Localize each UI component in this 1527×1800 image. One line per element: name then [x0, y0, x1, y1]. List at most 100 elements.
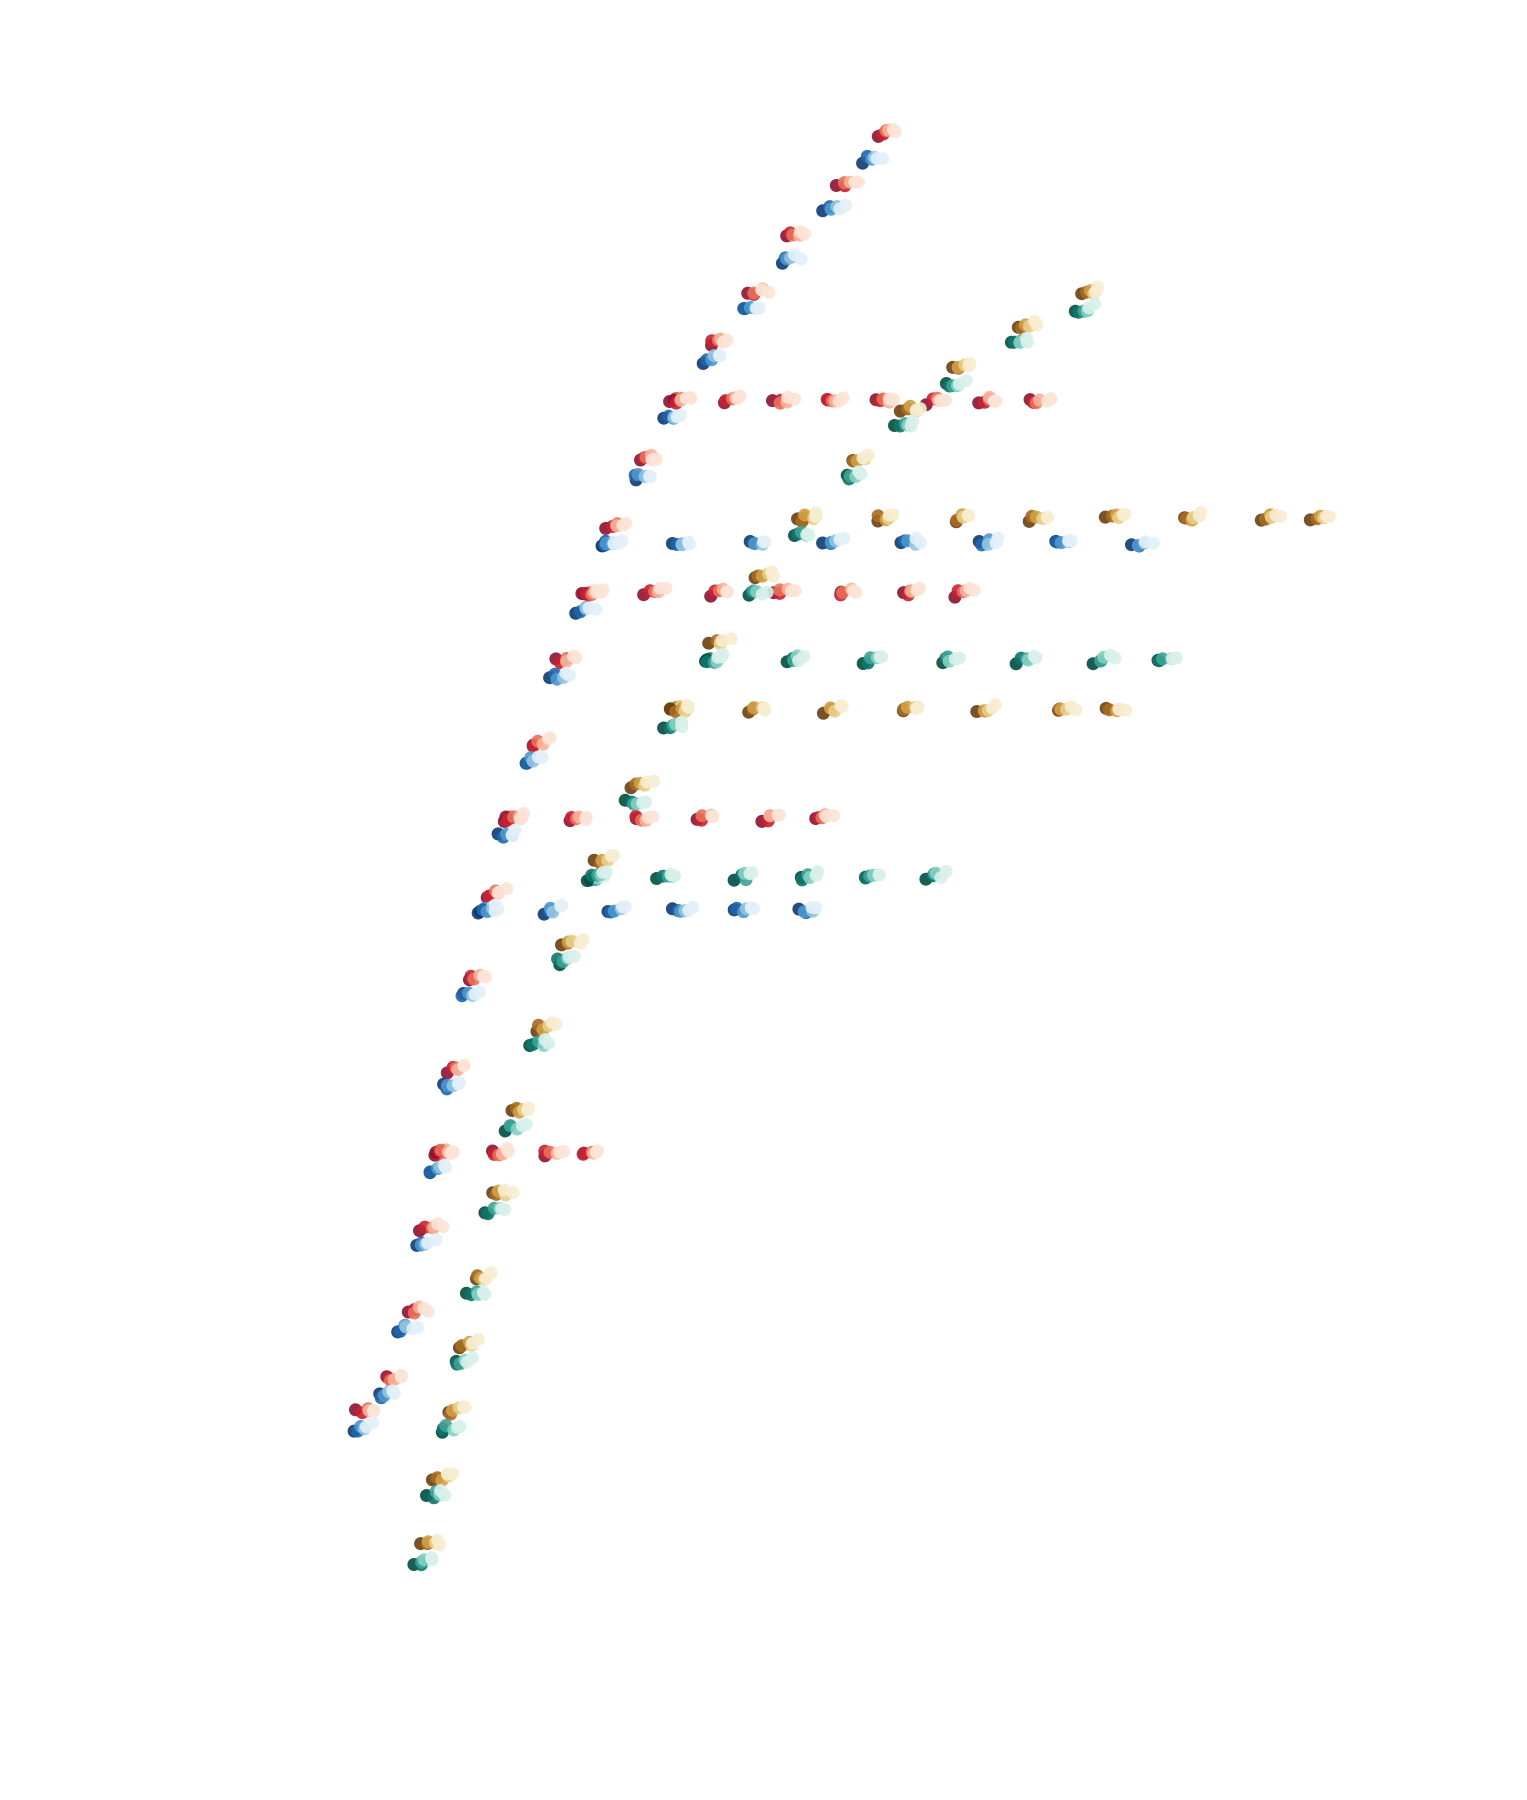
data-point: [876, 152, 890, 165]
data-point: [906, 414, 920, 428]
data-point: [766, 569, 780, 583]
data-point: [706, 810, 720, 824]
data-point: [421, 1304, 435, 1318]
data-point: [887, 393, 901, 407]
data-point: [849, 585, 863, 599]
data-point: [720, 333, 734, 347]
data-point: [488, 898, 502, 912]
data-point: [695, 809, 709, 823]
data-point: [478, 970, 492, 984]
data-point: [988, 698, 1002, 712]
data-point: [500, 882, 514, 896]
data-point: [425, 1553, 439, 1567]
data-point: [646, 810, 660, 824]
data-point: [453, 1076, 466, 1090]
data-point: [872, 868, 886, 882]
data-point: [650, 452, 663, 466]
data-point: [465, 1351, 479, 1365]
data-point: [1069, 703, 1083, 717]
data-point: [827, 809, 841, 823]
data-point: [720, 585, 734, 599]
data-point: [411, 1320, 425, 1334]
data-point: [851, 175, 865, 189]
data-point: [386, 1384, 400, 1398]
data-point: [953, 651, 966, 665]
data-point: [567, 949, 581, 963]
data-point: [913, 402, 927, 416]
data-point: [647, 774, 661, 788]
data-point: [1044, 392, 1058, 406]
data-point: [1119, 703, 1133, 717]
data-point: [644, 470, 657, 483]
data-point: [713, 348, 727, 362]
data-point: [1169, 651, 1183, 665]
data-point: [762, 285, 776, 299]
data-point: [684, 391, 698, 405]
data-point: [1322, 510, 1336, 524]
data-point: [1064, 534, 1078, 548]
data-point: [668, 869, 682, 883]
data-point: [429, 1233, 443, 1247]
data-point: [682, 535, 696, 549]
data-point: [471, 1332, 485, 1346]
data-point: [1030, 318, 1044, 332]
data-point: [439, 1160, 452, 1174]
data-point: [619, 516, 633, 530]
data-point: [680, 699, 694, 713]
data-point: [562, 668, 576, 682]
data-point: [962, 359, 976, 373]
data-point: [758, 703, 772, 717]
data-point: [836, 391, 850, 405]
data-point: [911, 700, 925, 714]
data-point: [501, 1144, 515, 1158]
data-point: [395, 1368, 408, 1382]
data-point: [549, 1017, 563, 1031]
data-point: [445, 1145, 459, 1159]
data-point: [798, 227, 812, 241]
data-point: [715, 650, 729, 664]
data-point: [589, 602, 603, 616]
data-point: [939, 864, 953, 878]
data-point: [473, 985, 486, 999]
data-point: [788, 584, 802, 598]
data-point: [446, 1467, 459, 1481]
data-point: [1029, 651, 1043, 665]
data-point: [837, 531, 851, 545]
data-point: [752, 301, 766, 315]
data-point: [579, 810, 593, 824]
data-point: [431, 1533, 445, 1547]
data-point: [794, 252, 808, 266]
data-point: [745, 866, 759, 880]
data-point: [1146, 536, 1160, 550]
data-point: [458, 1401, 472, 1414]
data-point: [989, 394, 1003, 408]
data-point: [875, 650, 889, 664]
data-point: [939, 393, 953, 407]
data-point: [659, 581, 673, 595]
data-point: [758, 535, 771, 549]
data-point: [959, 374, 973, 388]
data-point: [517, 807, 530, 820]
data-point: [733, 389, 747, 403]
data-point: [453, 1419, 467, 1433]
data-point: [809, 510, 823, 524]
data-point: [834, 699, 848, 713]
data-point: [438, 1488, 452, 1502]
data-point: [1156, 652, 1170, 666]
data-point: [797, 650, 811, 663]
data-point: [542, 1036, 556, 1050]
data-point: [1041, 511, 1055, 524]
data-point: [508, 823, 522, 837]
data-point: [686, 900, 700, 914]
data-point: [436, 1220, 450, 1234]
data-point: [962, 509, 976, 523]
data-point: [772, 808, 786, 822]
data-point: [675, 720, 689, 734]
data-point: [484, 1266, 498, 1280]
data-point: [557, 1145, 571, 1158]
data-point: [811, 865, 825, 879]
data-point: [599, 865, 613, 879]
data-point: [618, 900, 632, 914]
